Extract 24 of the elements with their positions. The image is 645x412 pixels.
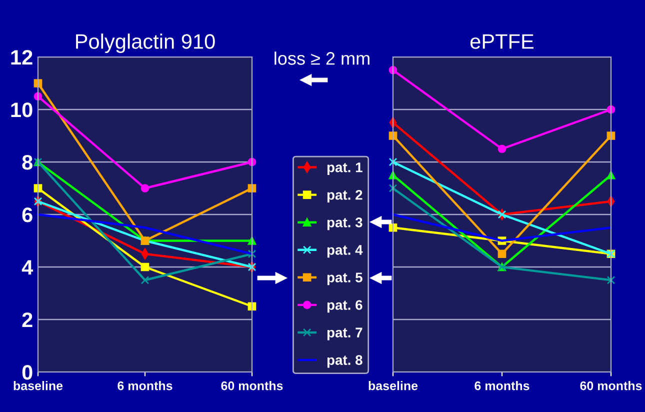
legend-label: pat. 4 xyxy=(327,245,363,258)
y-tick-label: 0 xyxy=(22,365,32,380)
legend-label: pat. 3 xyxy=(327,218,362,230)
legend-label: pat. 2 xyxy=(327,190,362,203)
chart-title: ePTFE xyxy=(470,34,534,49)
x-tick-label: 6 months xyxy=(118,381,172,390)
y-tick-label: 4 xyxy=(22,260,34,275)
legend-label: pat. 5 xyxy=(327,272,362,286)
x-tick-label: baseline xyxy=(368,381,418,390)
legend-label: pat. 7 xyxy=(327,328,362,340)
legend-label: pat. 6 xyxy=(327,300,362,313)
text: loss ≥ 2 mm xyxy=(274,52,370,65)
y-tick-label: 2 xyxy=(22,312,32,328)
x-tick-label: 60 months xyxy=(580,381,642,390)
x-tick-label: baseline xyxy=(14,381,63,390)
chart-title: Polyglactin 910 xyxy=(76,34,215,53)
y-tick-label: 8 xyxy=(22,155,32,170)
x-tick-label: 6 months xyxy=(474,381,530,390)
x-tick-label: 60 months xyxy=(221,381,283,390)
legend-label: pat. 1 xyxy=(327,162,362,176)
y-tick-label: 10 xyxy=(11,102,32,118)
y-tick-label: 12 xyxy=(11,50,32,65)
y-tick-label: 6 xyxy=(22,208,32,222)
legend-label: pat. 8 xyxy=(327,355,362,368)
